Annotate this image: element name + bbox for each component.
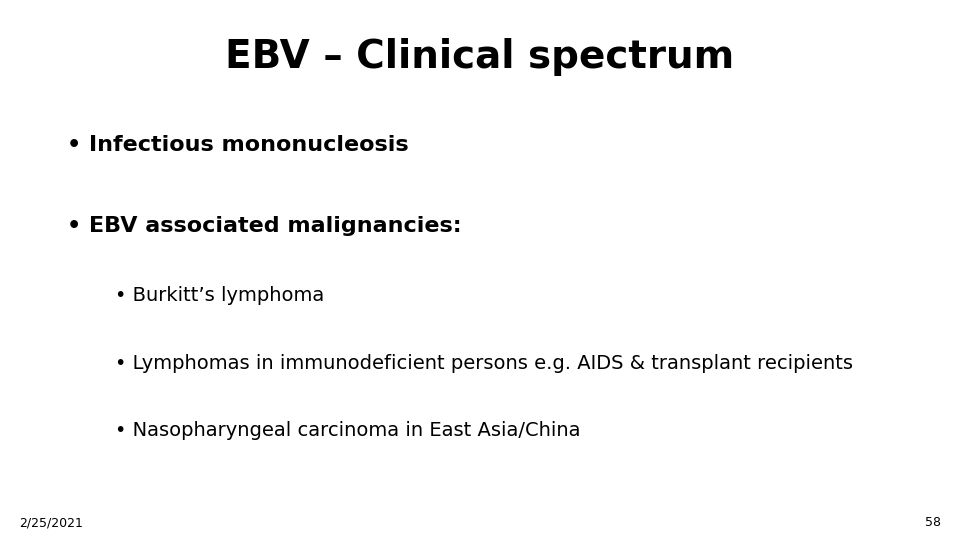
- Text: • Lymphomas in immunodeficient persons e.g. AIDS & transplant recipients: • Lymphomas in immunodeficient persons e…: [115, 354, 853, 373]
- Text: • Burkitt’s lymphoma: • Burkitt’s lymphoma: [115, 286, 324, 305]
- Text: 2/25/2021: 2/25/2021: [19, 516, 84, 529]
- Text: 58: 58: [924, 516, 941, 529]
- Text: • EBV associated malignancies:: • EBV associated malignancies:: [67, 216, 462, 236]
- Text: • Nasopharyngeal carcinoma in East Asia/China: • Nasopharyngeal carcinoma in East Asia/…: [115, 421, 581, 440]
- Text: EBV – Clinical spectrum: EBV – Clinical spectrum: [226, 38, 734, 76]
- Text: • Infectious mononucleosis: • Infectious mononucleosis: [67, 135, 409, 155]
